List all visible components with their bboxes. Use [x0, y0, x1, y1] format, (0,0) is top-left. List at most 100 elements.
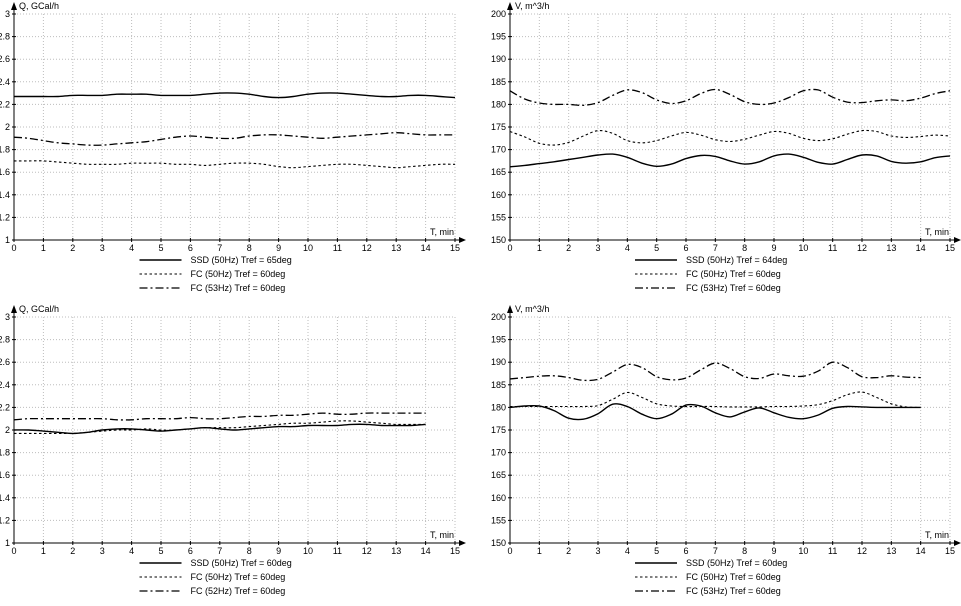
legend-label: FC (50Hz) Tref = 60deg [686, 572, 781, 582]
x-axis-title: T, min [925, 227, 949, 237]
x-tick-label: 1 [41, 546, 46, 555]
legend-dashdot-line-icon [635, 590, 677, 592]
y-tick-label: 1.6 [0, 470, 10, 480]
x-tick-label: 10 [303, 546, 313, 555]
legend-dashed-line-icon [139, 576, 182, 578]
series-line-dashed [13, 420, 426, 435]
series-line-dashdot [13, 412, 426, 421]
x-axis-arrow-icon [459, 540, 466, 546]
y-tick-label: 1.8 [0, 145, 10, 155]
legend-dashed-line-icon [139, 273, 182, 275]
x-tick-label: 2 [70, 243, 75, 252]
series-line-solid [13, 423, 426, 435]
x-tick-label: 0 [507, 243, 512, 252]
y-tick-label: 1 [5, 235, 10, 245]
y-tick-label: 3 [5, 312, 10, 322]
y-tick-label: 160 [491, 493, 506, 503]
x-tick-label: 6 [683, 546, 688, 555]
chart-bottom-right: 150 155 160 165 170 175 180 185 190 195 200 0 1 2 3 4 5 6… [481, 303, 961, 606]
legend-label: FC (53Hz) Tref = 60deg [190, 283, 286, 293]
legend-label: FC (50Hz) Tref = 60deg [190, 269, 286, 279]
x-tick-label: 8 [742, 243, 747, 252]
y-tick-label: 2 [5, 122, 10, 132]
chart-top-left: 11.21.41.61.822.22.42.62.830123456789101… [0, 0, 480, 303]
x-tick-label: 15 [945, 546, 955, 555]
y-tick-label: 170 [491, 448, 506, 458]
x-tick-label: 9 [771, 243, 776, 252]
y-tick-label: 1.2 [0, 515, 10, 525]
series-line-dashed [509, 129, 951, 146]
legend-dashed-line-icon [635, 576, 677, 578]
x-tick-label: 13 [886, 546, 896, 555]
x-tick-label: 14 [421, 243, 431, 252]
x-axis-title: T, min [430, 227, 454, 237]
y-tick-label: 2.8 [0, 335, 10, 345]
x-tick-label: 12 [857, 546, 867, 555]
y-tick-label: 2.6 [0, 54, 10, 64]
x-tick-label: 4 [129, 546, 134, 555]
legend-label: SSD (50Hz) Tref = 60deg [190, 558, 292, 568]
x-tick-label: 14 [421, 546, 431, 555]
x-tick-label: 6 [683, 243, 688, 252]
x-tick-label: 13 [391, 546, 401, 555]
legend-item: FC (53Hz) Tref = 60deg [635, 281, 825, 295]
x-tick-label: 3 [595, 546, 600, 555]
y-axis-arrow-icon [11, 2, 17, 10]
x-tick-label: 11 [828, 546, 837, 555]
y-axis-arrow-icon [507, 305, 513, 313]
x-tick-label: 13 [391, 243, 401, 252]
legend-item: FC (53Hz) Tref = 60deg [139, 281, 330, 295]
x-tick-label: 12 [857, 243, 867, 252]
y-tick-label: 150 [491, 538, 506, 548]
x-tick-label: 1 [537, 243, 542, 252]
x-tick-label: 2 [70, 546, 75, 555]
x-tick-label: 1 [41, 243, 46, 252]
y-axis-arrow-icon [11, 305, 17, 313]
legend-item: FC (50Hz) Tref = 60deg [139, 267, 330, 281]
x-tick-label: 0 [11, 243, 16, 252]
x-tick-label: 4 [625, 546, 630, 555]
y-tick-label: 180 [491, 99, 506, 109]
x-tick-label: 7 [713, 243, 718, 252]
legend-dashdot-line-icon [635, 287, 677, 289]
legend-item: FC (52Hz) Tref = 60deg [139, 584, 330, 598]
chart-bottom-left: 11.21.41.61.822.22.42.62.830123456789101… [0, 303, 480, 606]
legend-solid-line-icon [139, 562, 182, 564]
x-tick-label: 9 [276, 243, 281, 252]
legend-item: SSD (50Hz) Tref = 65deg [139, 253, 330, 267]
legend-top-left: SSD (50Hz) Tref = 65deg FC (50Hz) Tref = … [0, 253, 475, 295]
y-tick-label: 3 [5, 9, 10, 19]
x-tick-label: 12 [362, 243, 372, 252]
x-tick-label: 7 [217, 243, 222, 252]
y-tick-label: 1 [5, 538, 10, 548]
x-tick-label: 15 [945, 243, 955, 252]
legend-dashdot-line-icon [139, 287, 182, 289]
x-tick-label: 8 [742, 546, 747, 555]
legend-label: SSD (50Hz) Tref = 64deg [686, 255, 788, 265]
x-axis-title: T, min [430, 530, 454, 540]
y-tick-label: 200 [491, 9, 506, 19]
y-axis-title: Q, GCal/h [19, 1, 59, 11]
y-tick-label: 180 [491, 402, 506, 412]
x-tick-label: 11 [828, 243, 837, 252]
x-tick-label: 3 [100, 243, 105, 252]
x-tick-label: 10 [303, 243, 313, 252]
x-tick-label: 10 [798, 243, 808, 252]
legend-item: FC (50Hz) Tref = 60deg [139, 570, 330, 584]
y-tick-label: 160 [491, 190, 506, 200]
x-tick-label: 3 [595, 243, 600, 252]
y-tick-label: 1.4 [0, 190, 10, 200]
y-axis-arrow-icon [507, 2, 513, 10]
y-tick-label: 1.8 [0, 448, 10, 458]
series-line-solid [509, 153, 951, 168]
x-tick-label: 13 [886, 243, 896, 252]
legend-item: FC (50Hz) Tref = 60deg [635, 570, 825, 584]
y-tick-label: 2.4 [0, 77, 10, 87]
y-tick-label: 2.2 [0, 402, 10, 412]
x-tick-label: 0 [507, 546, 512, 555]
x-tick-label: 6 [188, 243, 193, 252]
legend-item: SSD (50Hz) Tref = 64deg [635, 253, 825, 267]
x-tick-label: 14 [916, 243, 926, 252]
